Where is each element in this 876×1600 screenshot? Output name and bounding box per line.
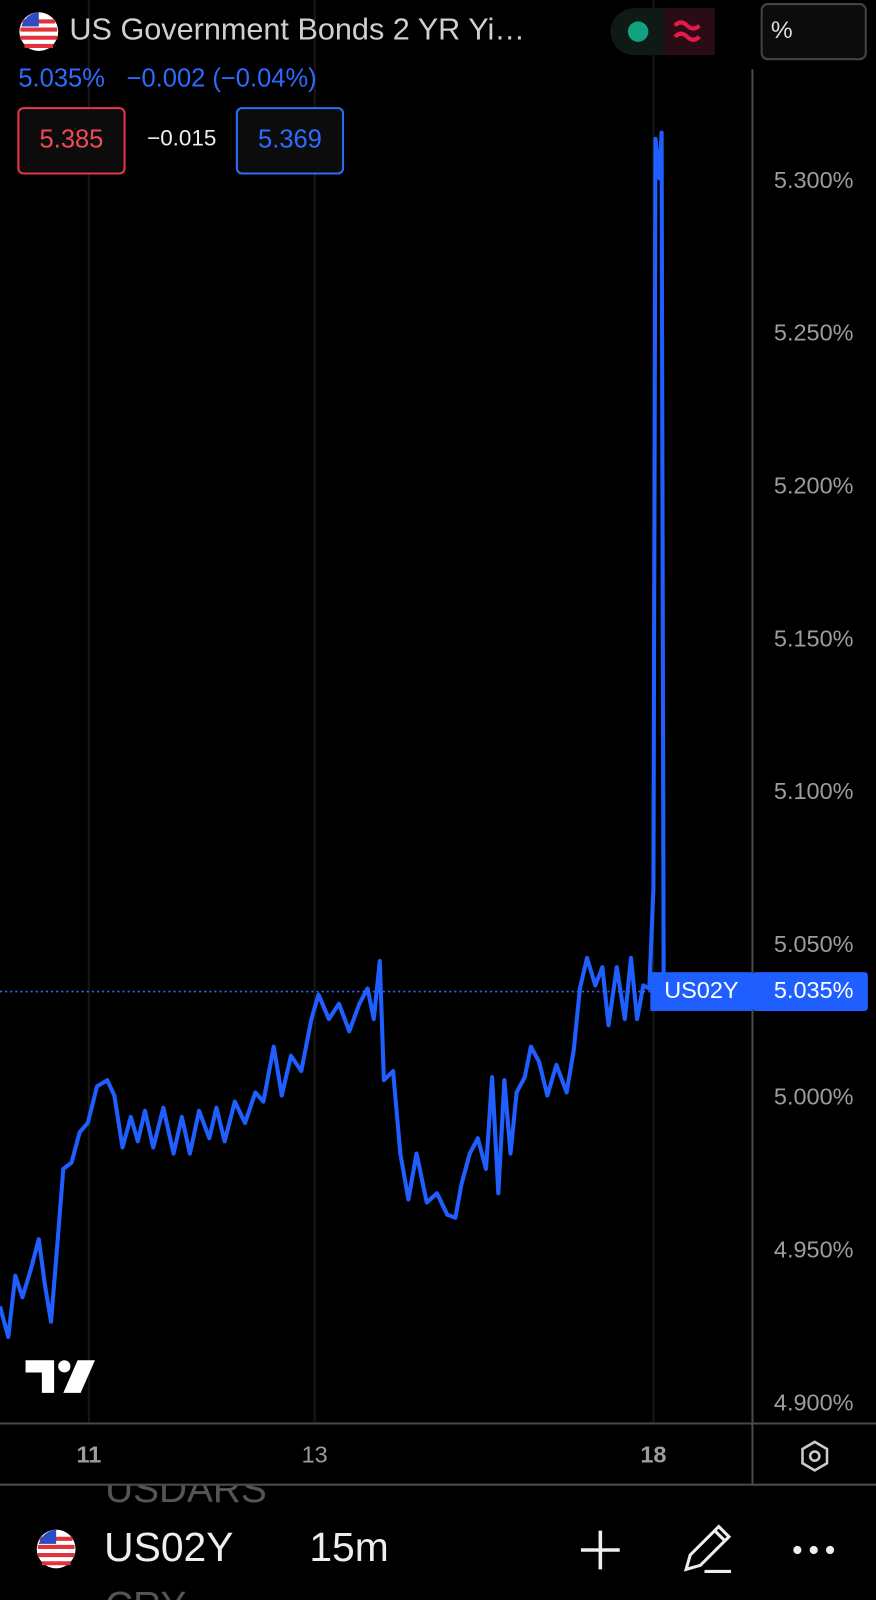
logo-part	[63, 1360, 95, 1393]
price-tag-name-bg	[650, 972, 753, 1011]
flag-canton	[21, 12, 39, 27]
last-price: 5.035%	[18, 64, 105, 92]
dot	[825, 1545, 835, 1555]
y-tick-label: 5.000%	[774, 1084, 854, 1110]
interval[interactable]: 15m	[309, 1524, 388, 1570]
y-tick-label: 5.200%	[774, 472, 854, 498]
more-button[interactable]	[793, 1545, 835, 1555]
symbol-title[interactable]: US Government Bonds 2 YR Yi…	[69, 13, 525, 47]
logo-part	[58, 1360, 71, 1373]
price-tag-value: 5.035%	[774, 977, 854, 1003]
price-tag-value-bg	[752, 972, 868, 1011]
price-line	[0, 130, 671, 1339]
dot	[793, 1545, 802, 1555]
unit-button[interactable]	[760, 3, 867, 61]
sell-button[interactable]	[17, 107, 126, 175]
bottom-flag-icon	[36, 1529, 76, 1569]
time-axis: 11 13 18	[76, 1441, 666, 1467]
bid-price: 5.385	[40, 126, 104, 154]
x-tick-label: 18	[640, 1441, 666, 1467]
unit-button-label: %	[771, 17, 793, 44]
tv-logo	[25, 1360, 95, 1393]
plot-layer: 4.900% 4.950% 5.000% 5.050% 5.100% 5.150% 5.20…	[0, 130, 868, 1415]
spread: −0.015	[147, 126, 216, 151]
flag-canton	[38, 1529, 57, 1544]
toggle-right	[663, 8, 715, 56]
settings-icon-center	[808, 1450, 821, 1462]
draw-button[interactable]	[683, 1524, 732, 1573]
time-axis-band	[0, 1423, 876, 1485]
ghost-symbol: CRY	[105, 1584, 186, 1600]
x-tick-label: 11	[76, 1441, 101, 1467]
bottom-symbol[interactable]: US02Y	[104, 1524, 233, 1570]
flag-icon	[19, 12, 59, 52]
buy-button[interactable]	[235, 107, 345, 175]
y-tick-label: 4.900%	[774, 1389, 854, 1415]
y-tick-label: 5.050%	[774, 931, 854, 957]
settings-icon[interactable]	[801, 1440, 829, 1472]
add-button[interactable]	[580, 1530, 620, 1570]
ask-price: 5.369	[258, 126, 322, 154]
status-dot	[627, 21, 649, 42]
price-tag-name: US02Y	[664, 977, 739, 1003]
y-tick-label: 5.250%	[774, 320, 854, 346]
status-waves	[673, 20, 701, 42]
x-tick-label: 13	[302, 1441, 328, 1467]
dot	[809, 1545, 818, 1555]
price-change: −0.002 (−0.04%)	[127, 64, 317, 92]
logo-part	[25, 1360, 55, 1393]
y-tick-label: 5.300%	[774, 167, 854, 193]
y-tick-label: 5.150%	[774, 625, 854, 651]
y-tick-label: 5.100%	[774, 778, 854, 804]
y-tick-label: 4.950%	[774, 1237, 854, 1263]
